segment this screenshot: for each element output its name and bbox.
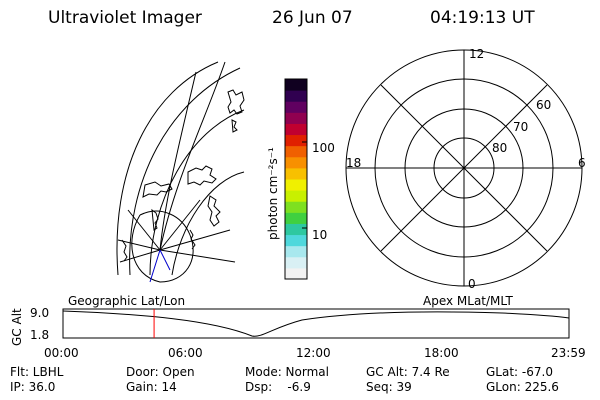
coastline: [231, 119, 238, 133]
altitude-panel: [62, 308, 570, 339]
colorbar-band: [285, 212, 307, 224]
geographic-map: [116, 61, 245, 283]
colorbar-tick-100: 100: [312, 141, 335, 155]
colorbar-frame: [284, 78, 308, 280]
pole-circle: [131, 210, 194, 283]
lon-line: [117, 239, 161, 251]
apex-title: Apex MLat/MLT: [423, 294, 513, 308]
xtick-0600: 06:00: [168, 346, 203, 360]
xtick-1800: 18:00: [424, 346, 459, 360]
geographic-title: Geographic Lat/Lon: [68, 294, 186, 308]
colorbar-band: [285, 123, 307, 136]
gc-alt-value: GC Alt: 7.4 Re: [366, 365, 450, 379]
info-col-flight: Flt: LBHL IP: 36.0: [10, 365, 63, 395]
instrument-title: Ultraviolet Imager: [48, 8, 202, 28]
colorbar-band: [285, 179, 307, 191]
mlt-diagonal: [380, 84, 548, 252]
mlt-label-12: 12: [469, 47, 485, 61]
sun-direction-line: [149, 249, 171, 283]
date-label: 26 Jun 07: [272, 8, 353, 28]
xtick-2359: 23:59: [551, 346, 586, 360]
colorbar-band: [285, 145, 307, 158]
colorbar-band: [285, 101, 307, 113]
xtick-0000: 00:00: [44, 346, 79, 360]
mlt-label-0: 0: [468, 277, 476, 291]
glon-value: GLon: 225.6: [486, 380, 559, 394]
colorbar-tick-10: 10: [312, 228, 328, 242]
polar-plot: [345, 49, 583, 287]
lon-line: [119, 249, 161, 263]
colorbar-band: [285, 245, 307, 258]
lon-line: [159, 71, 197, 251]
lat-label-70: 70: [513, 120, 529, 134]
colorbar-band: [285, 267, 307, 280]
lat-line: [129, 67, 241, 276]
lat-line: [171, 171, 245, 276]
colorbar-band: [285, 223, 307, 236]
coastline: [227, 89, 245, 115]
colorbar-label: photon cm⁻²s⁻¹: [266, 147, 280, 240]
dsp-value: Dsp: -6.9: [245, 380, 311, 394]
coastline: [207, 195, 221, 227]
lat-line: [116, 61, 219, 276]
lon-line: [159, 229, 231, 251]
mlt-label-6: 6: [578, 156, 586, 170]
glat-value: GLat: -67.0: [486, 365, 553, 379]
colorbar-band: [285, 79, 307, 91]
alt-ylabel: GC Alt: [10, 308, 24, 346]
mlt-label-18: 18: [346, 156, 362, 170]
lat-label-60: 60: [536, 98, 552, 112]
mode-value: Mode: Normal: [245, 365, 329, 379]
alt-ytick-top: 9.0: [30, 306, 50, 320]
colorbar-band: [285, 256, 307, 269]
coastline: [151, 208, 159, 231]
colorbar-band: [285, 190, 307, 202]
lat-label-80: 80: [492, 141, 508, 155]
info-col-alt: GC Alt: 7.4 Re Seq: 39: [366, 365, 450, 395]
door-value: Door: Open: [126, 365, 195, 379]
colorbar-band: [285, 134, 307, 147]
altitude-curve: [62, 310, 570, 337]
coastline: [187, 165, 217, 186]
info-col-geo: GLat: -67.0 GLon: 225.6: [486, 365, 559, 395]
lon-line: [127, 209, 161, 251]
alt-ytick-bottom: 1.8: [30, 328, 50, 342]
coastline: [189, 229, 196, 250]
coastline: [142, 181, 173, 198]
altitude-frame: [62, 308, 570, 339]
lon-line: [159, 199, 201, 251]
colorbar-band: [285, 112, 307, 124]
lon-line: [159, 249, 236, 263]
colorbar-band: [285, 90, 307, 102]
colorbar-band: [285, 201, 307, 213]
colorbar-band: [285, 167, 307, 180]
info-col-mode: Mode: Normal Dsp: -6.9: [245, 365, 329, 395]
colorbar-band: [285, 234, 307, 247]
colorbar-band: [285, 156, 307, 169]
seq-value: Seq: 39: [366, 380, 412, 394]
time-label: 04:19:13 UT: [430, 8, 535, 28]
color-bar: [284, 78, 308, 280]
lon-line: [159, 61, 226, 251]
ip-value: IP: 36.0: [10, 380, 56, 394]
flight-value: Flt: LBHL: [10, 365, 64, 379]
coastline: [121, 239, 128, 262]
info-col-door: Door: Open Gain: 14: [126, 365, 195, 395]
xtick-1200: 12:00: [296, 346, 331, 360]
gain-value: Gain: 14: [126, 380, 177, 394]
